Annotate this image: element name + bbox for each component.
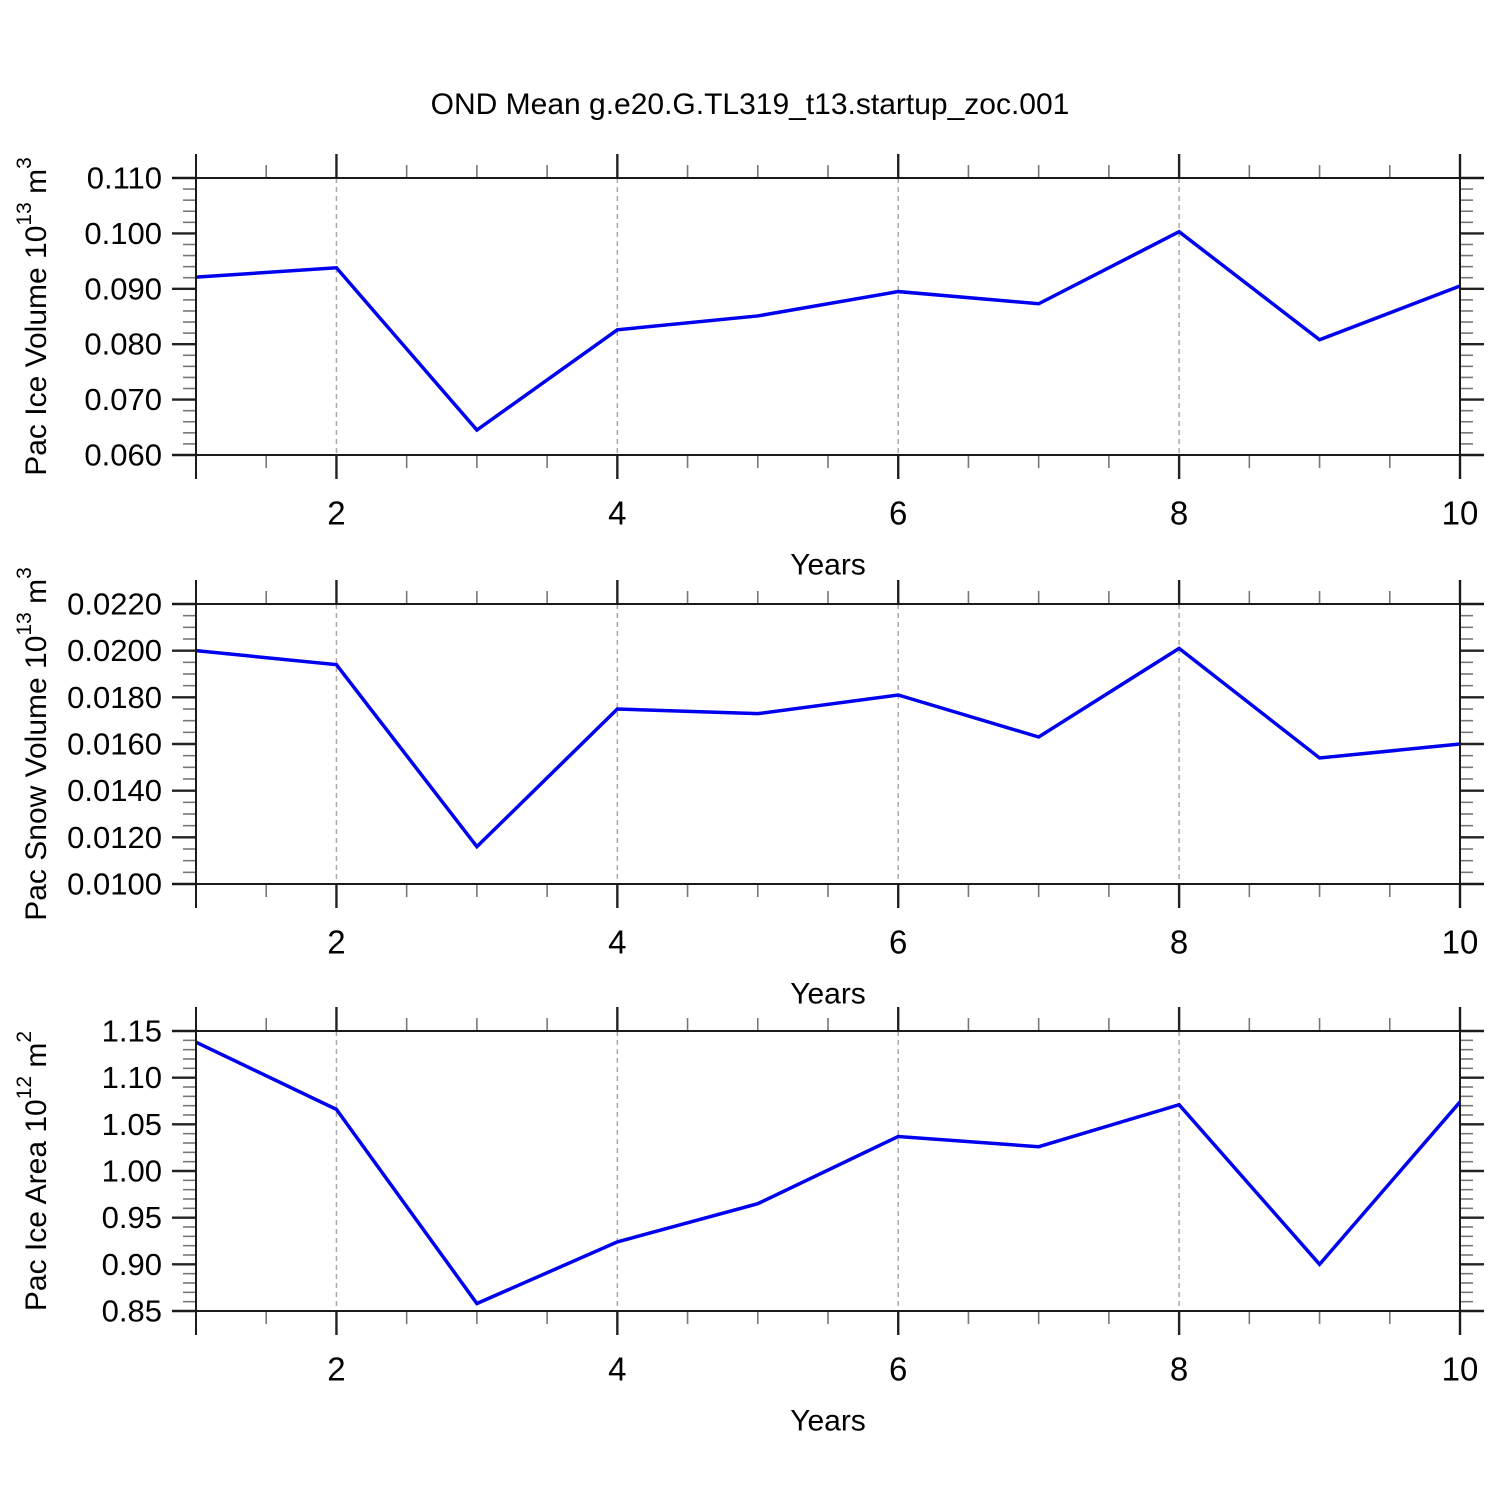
x-tick-label: 6	[889, 495, 907, 532]
y-tick-label: 0.100	[84, 216, 162, 251]
y-tick-label: 0.070	[84, 382, 162, 417]
x-tick-label: 8	[1170, 1351, 1188, 1388]
x-axis-label: Years	[790, 1405, 866, 1438]
y-axis-label-text: m	[20, 1043, 53, 1076]
y-axis-label: Pac Snow Volume 1013 m3	[13, 567, 53, 921]
x-tick-label: 2	[327, 1351, 345, 1388]
x-tick-label: 4	[608, 495, 626, 532]
x-tick-label: 10	[1442, 1351, 1479, 1388]
y-axis-label-sup: 3	[13, 567, 36, 579]
y-axis-label-text: Pac Snow Volume 10	[20, 636, 53, 921]
figure-title: OND Mean g.e20.G.TL319_t13.startup_zoc.0…	[430, 88, 1070, 121]
x-axis-label: Years	[790, 978, 866, 1011]
y-axis-label: Pac Ice Area 1012 m2	[13, 1031, 53, 1311]
x-tick-label: 8	[1170, 924, 1188, 961]
y-tick-label: 0.0180	[67, 680, 162, 715]
y-tick-label: 1.15	[102, 1014, 162, 1049]
y-tick-label: 0.0100	[67, 867, 162, 902]
y-tick-label: 0.080	[84, 327, 162, 362]
y-tick-label: 0.0140	[67, 773, 162, 808]
y-tick-label: 0.110	[87, 161, 162, 196]
x-tick-label: 2	[327, 924, 345, 961]
y-axis-label-text: m	[20, 579, 53, 612]
x-tick-label: 10	[1442, 924, 1479, 961]
data-line-pac-ice-volume	[195, 229, 1461, 433]
x-tick-label: 10	[1442, 495, 1479, 532]
y-axis-label-sup: 13	[13, 202, 36, 225]
x-axis-label: Years	[790, 549, 866, 582]
y-tick-label: 0.0120	[67, 820, 162, 855]
x-tick-label: 2	[327, 495, 345, 532]
x-tick-label: 6	[889, 924, 907, 961]
y-tick-label: 0.85	[102, 1294, 162, 1329]
y-axis-label-text: m	[20, 169, 53, 202]
y-tick-label: 0.090	[84, 271, 162, 306]
x-tick-label: 4	[608, 924, 626, 961]
y-tick-label: 0.0220	[67, 587, 162, 622]
y-tick-label: 0.95	[102, 1200, 162, 1235]
y-tick-label: 0.0160	[67, 727, 162, 762]
y-axis-label-sup: 12	[13, 1076, 36, 1099]
y-tick-label: 0.90	[102, 1247, 162, 1282]
y-tick-label: 1.05	[102, 1107, 162, 1142]
y-axis-label-sup: 13	[13, 612, 36, 635]
y-tick-label: 1.00	[102, 1154, 162, 1189]
y-axis-label: Pac Ice Volume 1013 m3	[13, 157, 53, 476]
x-tick-label: 8	[1170, 495, 1188, 532]
y-tick-label: 0.060	[84, 438, 162, 473]
y-axis-label-sup: 3	[13, 157, 36, 169]
y-axis-label-text: Pac Ice Volume 10	[20, 226, 53, 476]
data-line-pac-ice-area	[195, 1040, 1462, 1306]
y-tick-label: 1.10	[102, 1060, 162, 1095]
data-line-pac-snow-volume	[195, 646, 1461, 850]
y-axis-label-sup: 2	[13, 1031, 36, 1043]
x-tick-label: 4	[608, 1351, 626, 1388]
x-tick-label: 6	[889, 1351, 907, 1388]
y-axis-label-text: Pac Ice Area 10	[20, 1099, 53, 1311]
y-tick-label: 0.0200	[67, 633, 162, 668]
